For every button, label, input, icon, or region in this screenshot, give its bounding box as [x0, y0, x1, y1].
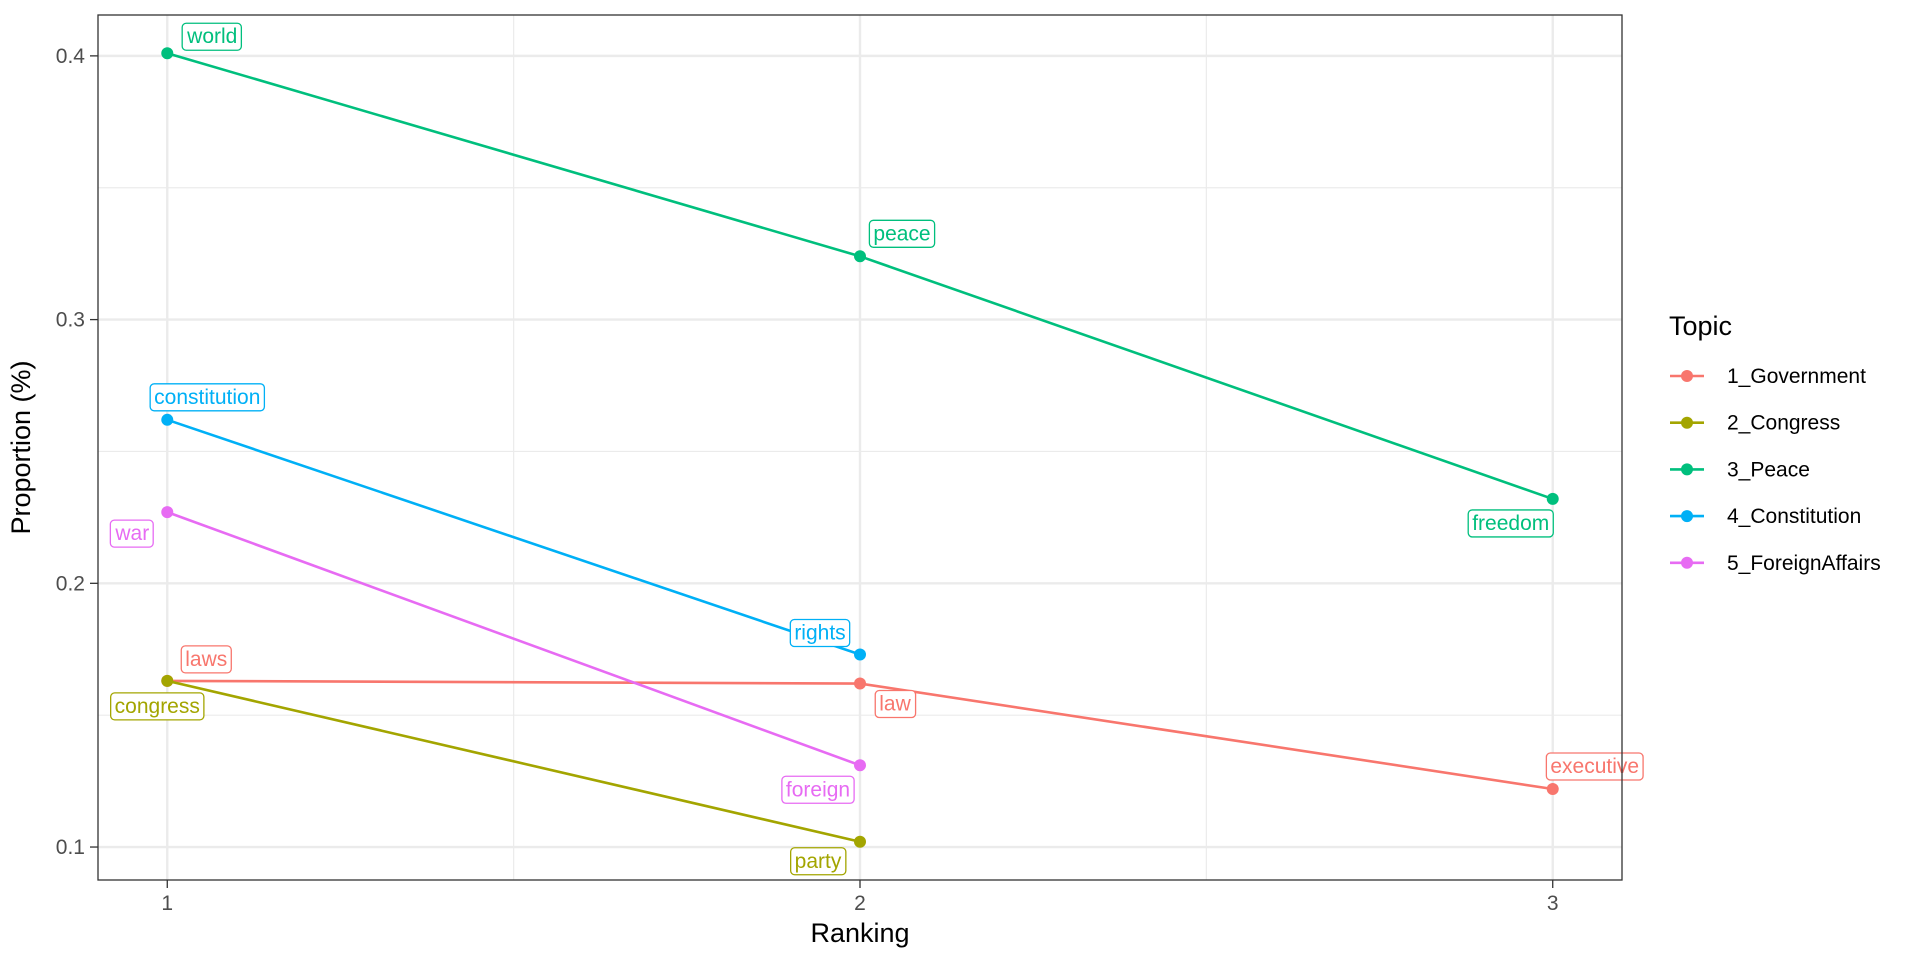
- data-label-text: law: [879, 693, 911, 716]
- data-label-box: [110, 692, 205, 721]
- data-label-world: world: [181, 22, 243, 51]
- data-label-text: party: [795, 850, 842, 873]
- data-label-box: [149, 383, 266, 412]
- x-tick-label: 1: [161, 892, 173, 915]
- legend-key-point: [1681, 370, 1693, 382]
- series-point-2: [161, 674, 174, 687]
- x-tick-label: 2: [854, 892, 866, 915]
- data-label-executive: executive: [1545, 752, 1644, 781]
- data-label-text: executive: [1550, 755, 1639, 778]
- legend: Topic 1_Government 2_Congress 3_Peace 4_Con…: [1669, 311, 1881, 575]
- series-point-2: [854, 835, 866, 848]
- legend-item-1: 1_Government: [1670, 365, 1866, 388]
- data-label-war: war: [109, 519, 154, 548]
- data-label-box: [781, 775, 855, 804]
- series-point-3: [854, 250, 866, 263]
- series-line-5: [166, 510, 861, 767]
- legend-item-2: 2_Congress: [1670, 412, 1840, 435]
- axis-ticks: 1 2 3 0.1 0.2 0.3 0.4: [56, 45, 1559, 915]
- data-label-text: congress: [115, 695, 200, 718]
- data-label-box: [181, 22, 243, 51]
- legend-item-5: 5_ForeignAffairs: [1670, 552, 1881, 575]
- data-label-congress: congress: [110, 692, 205, 721]
- series-point-1: [854, 677, 866, 690]
- data-label-box: [180, 645, 232, 674]
- legend-label: 5_ForeignAffairs: [1727, 552, 1881, 575]
- data-label-box: [868, 219, 936, 248]
- y-tick-label: 0.3: [56, 309, 85, 332]
- series-point-3: [1546, 492, 1559, 505]
- legend-label: 2_Congress: [1727, 412, 1840, 435]
- series-point-4: [854, 648, 866, 661]
- data-label-text: rights: [794, 622, 845, 645]
- data-label-constitution: constitution: [149, 383, 266, 412]
- data-label-box: [109, 519, 154, 548]
- x-tick-label: 3: [1547, 892, 1559, 915]
- data-label-foreign: foreign: [781, 775, 855, 804]
- y-tick-label: 0.4: [56, 45, 86, 68]
- data-label-laws: laws: [180, 645, 232, 674]
- data-label-text: world: [186, 25, 237, 48]
- legend-label: 3_Peace: [1727, 458, 1810, 481]
- data-label-peace: peace: [868, 219, 936, 248]
- series-line-4: [166, 418, 861, 656]
- data-label-text: peace: [873, 222, 930, 245]
- series-point-3: [161, 47, 174, 60]
- series-point-5: [161, 506, 174, 519]
- data-label-box: [790, 847, 847, 876]
- data-label-text: laws: [185, 648, 227, 671]
- data-label-text: freedom: [1472, 512, 1549, 535]
- data-label-box: [874, 689, 917, 719]
- data-label-text: war: [114, 522, 149, 545]
- legend-label: 4_Constitution: [1727, 505, 1861, 528]
- legend-key-point: [1681, 416, 1693, 429]
- data-label-party: party: [790, 847, 847, 876]
- y-axis-title: Proportion (%): [6, 360, 36, 534]
- data-label-law: law: [874, 689, 917, 719]
- data-label-box: [789, 618, 851, 648]
- data-label-rights: rights: [789, 618, 851, 648]
- legend-key-point: [1681, 463, 1693, 476]
- data-label-layer: laws law executive congress party world peace f…: [109, 22, 1644, 876]
- legend-item-3: 3_Peace: [1670, 458, 1810, 481]
- legend-label: 1_Government: [1727, 365, 1866, 388]
- data-label-text: foreign: [786, 778, 850, 801]
- series-line-2: [166, 679, 861, 844]
- series-layer: [161, 47, 1559, 848]
- x-axis-title: Ranking: [810, 918, 909, 948]
- legend-key-point: [1681, 556, 1693, 569]
- series-point-5: [854, 759, 866, 772]
- data-label-freedom: freedom: [1467, 509, 1554, 538]
- series-point-1: [1546, 783, 1559, 796]
- legend-item-4: 4_Constitution: [1670, 505, 1861, 528]
- y-tick-label: 0.1: [56, 836, 85, 859]
- data-label-box: [1545, 752, 1644, 781]
- legend-title: Topic: [1669, 311, 1732, 341]
- data-label-text: constitution: [154, 386, 260, 409]
- y-tick-label: 0.2: [56, 572, 85, 595]
- legend-key-point: [1681, 510, 1693, 523]
- series-point-4: [161, 413, 174, 426]
- data-label-box: [1467, 509, 1554, 538]
